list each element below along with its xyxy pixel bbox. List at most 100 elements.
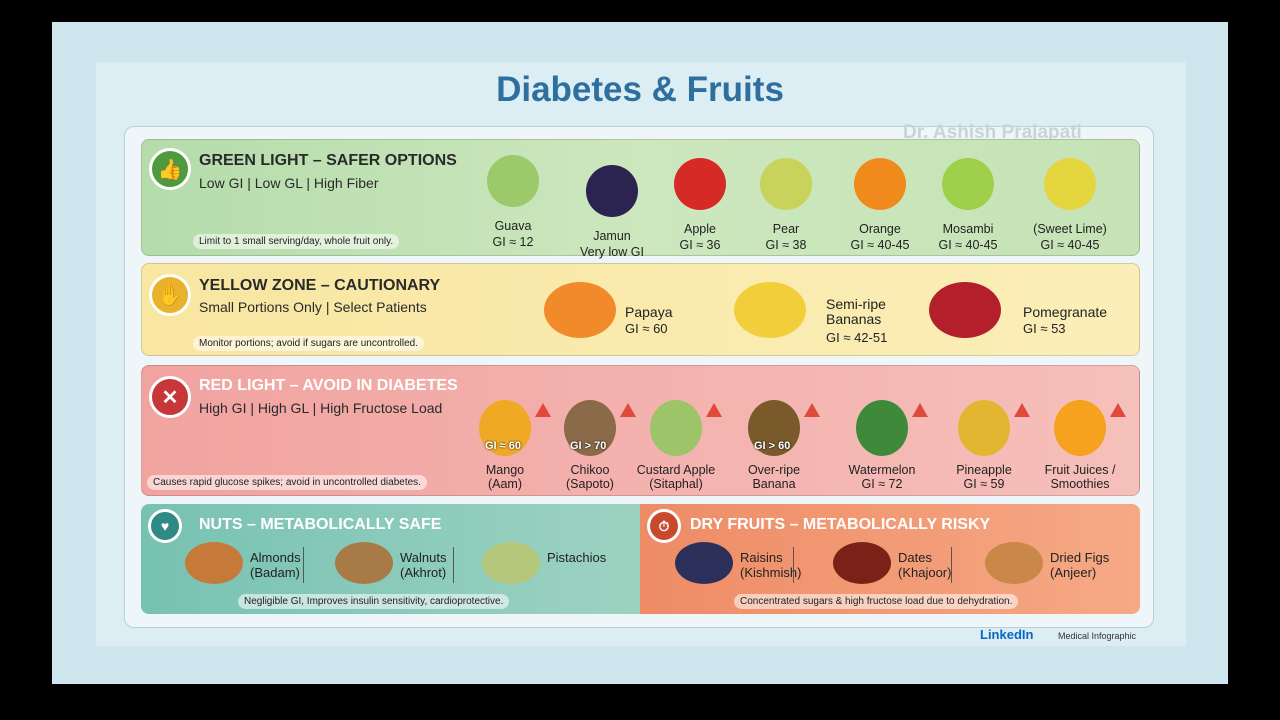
item-name: Raisins [740,550,783,565]
item-name: Dates [898,550,932,565]
gi-label: GI > 70 [570,440,607,452]
footer-tag: Medical Infographic [1058,631,1137,641]
nuts-heading: NUTS – METABOLICALLY SAFE [199,516,442,533]
fruit-image [856,400,908,456]
fruit-name: Chikoo [570,463,610,477]
dry-note: Concentrated sugars & high fructose load… [734,594,1019,609]
fruit-name: Fruit Juices / [1044,463,1116,477]
fruit-image [1044,158,1096,210]
fruit-name: Semi-ripe Bananas [826,296,886,327]
item-image [335,542,393,584]
fruit-name: Mosambi [942,222,994,236]
item-image [675,542,733,584]
green-heading: GREEN LIGHT – SAFER OPTIONS [199,152,457,169]
heart-pulse-icon: ♥ [148,509,182,543]
fruit-name: Apple [684,222,716,236]
item-alt: (Kishmish) [740,565,802,580]
item-name: Almonds [250,550,301,565]
fruit-name: Jamun [593,229,631,243]
fruit-alt: GI ≈ 72 [861,477,903,491]
green-subheading: Low GI | Low GL | High Fiber [199,175,379,191]
thumbs-up-icon: 👍 [149,148,191,190]
fruit-name: Papaya [625,304,673,320]
item-image [185,542,243,584]
fruit-name: Over-ripe [747,463,801,477]
warning-icon [804,403,820,417]
fruit-image [674,158,726,210]
fruit-gi: GI ≈ 12 [492,235,534,249]
warning-icon [706,403,722,417]
x-circle-icon: ✕ [149,376,191,418]
item-name: Pistachios [547,550,607,565]
item-image [985,542,1043,584]
fruit-image [544,282,616,338]
gi-label: GI ≈ 60 [485,440,521,452]
item-image [482,542,540,584]
fruit-image [487,155,539,207]
page-title: Diabetes & Fruits [496,70,784,109]
fruit-gi: GI ≈ 53 [1023,321,1066,336]
item-image [833,542,891,584]
fruit-name: Custard Apple [636,463,716,477]
item-alt: (Badam) [250,565,300,580]
fruit-name: Pineapple [956,463,1012,477]
warning-icon [1110,403,1126,417]
item-alt: (Khajoor) [898,565,952,580]
fruit-gi: GI ≈ 42-51 [826,330,888,345]
separator [793,547,794,583]
fruit-name: Guava [494,219,532,233]
fruit-alt: (Sapoto) [566,477,614,491]
nuts-note: Negligible GI, Improves insulin sensitiv… [238,594,510,609]
fruit-image [854,158,906,210]
gi-label: GI > 60 [754,440,791,452]
fruit-gi: GI ≈ 60 [625,321,668,336]
fruit-alt: Banana [752,477,796,491]
fruit-alt: Smoothies [1050,477,1110,491]
fruit-name: Watermelon [848,463,916,477]
dry-heading: DRY FRUITS – METABOLICALLY RISKY [690,516,991,533]
fruit-gi: GI ≈ 38 [765,238,807,252]
fruit-gi: GI ≈ 40-45 [938,238,998,252]
fruit-image [479,400,531,456]
warning-icon [1014,403,1030,417]
yellow-heading: YELLOW ZONE – CAUTIONARY [199,277,441,294]
yellow-subheading: Small Portions Only | Select Patients [199,299,427,315]
item-alt: (Akhrot) [400,565,447,580]
fruit-gi: GI ≈ 40-45 [1040,238,1100,252]
separator [303,547,304,583]
clock-warning-icon: ⏱ [647,509,681,543]
yellow-note: Monitor portions; avoid if sugars are un… [193,336,425,351]
item-alt: (Anjeer) [1050,565,1097,580]
fruit-gi: Very low GI [580,245,644,259]
fruit-name: Orange [859,222,901,236]
warning-icon [620,403,636,417]
item-name: Dried Figs [1050,550,1110,565]
linkedin-logo: LinkedIn [980,627,1034,642]
fruit-gi: GI ≈ 40-45 [850,238,910,252]
red-note: Causes rapid glucose spikes; avoid in un… [147,475,427,490]
fruit-image [1054,400,1106,456]
fruit-name: Mango [485,463,525,477]
warning-icon [912,403,928,417]
fruit-image [929,282,1001,338]
separator [951,547,952,583]
fruit-alt: (Sitaphal) [649,477,703,491]
fruit-alt: GI ≈ 59 [963,477,1005,491]
fruit-image [734,282,806,338]
fruit-image [586,165,638,217]
red-subheading: High GI | High GL | High Fructose Load [199,400,443,416]
fruit-image [958,400,1010,456]
red-heading: RED LIGHT – AVOID IN DIABETES [199,377,458,394]
item-name: Walnuts [400,550,447,565]
fruit-gi: GI ≈ 36 [679,238,721,252]
fruit-name: Pomegranate [1023,304,1108,320]
fruit-name: (Sweet Lime) [1033,222,1107,236]
green-note: Limit to 1 small serving/day, whole frui… [193,234,400,249]
fruit-image [760,158,812,210]
warning-icon [535,403,551,417]
separator [453,547,454,583]
hand-stop-icon: ✋ [149,274,191,316]
fruit-image [564,400,616,456]
watermark: Dr. Ashish Prajapati [903,122,1082,143]
fruit-alt: (Aam) [487,477,523,491]
